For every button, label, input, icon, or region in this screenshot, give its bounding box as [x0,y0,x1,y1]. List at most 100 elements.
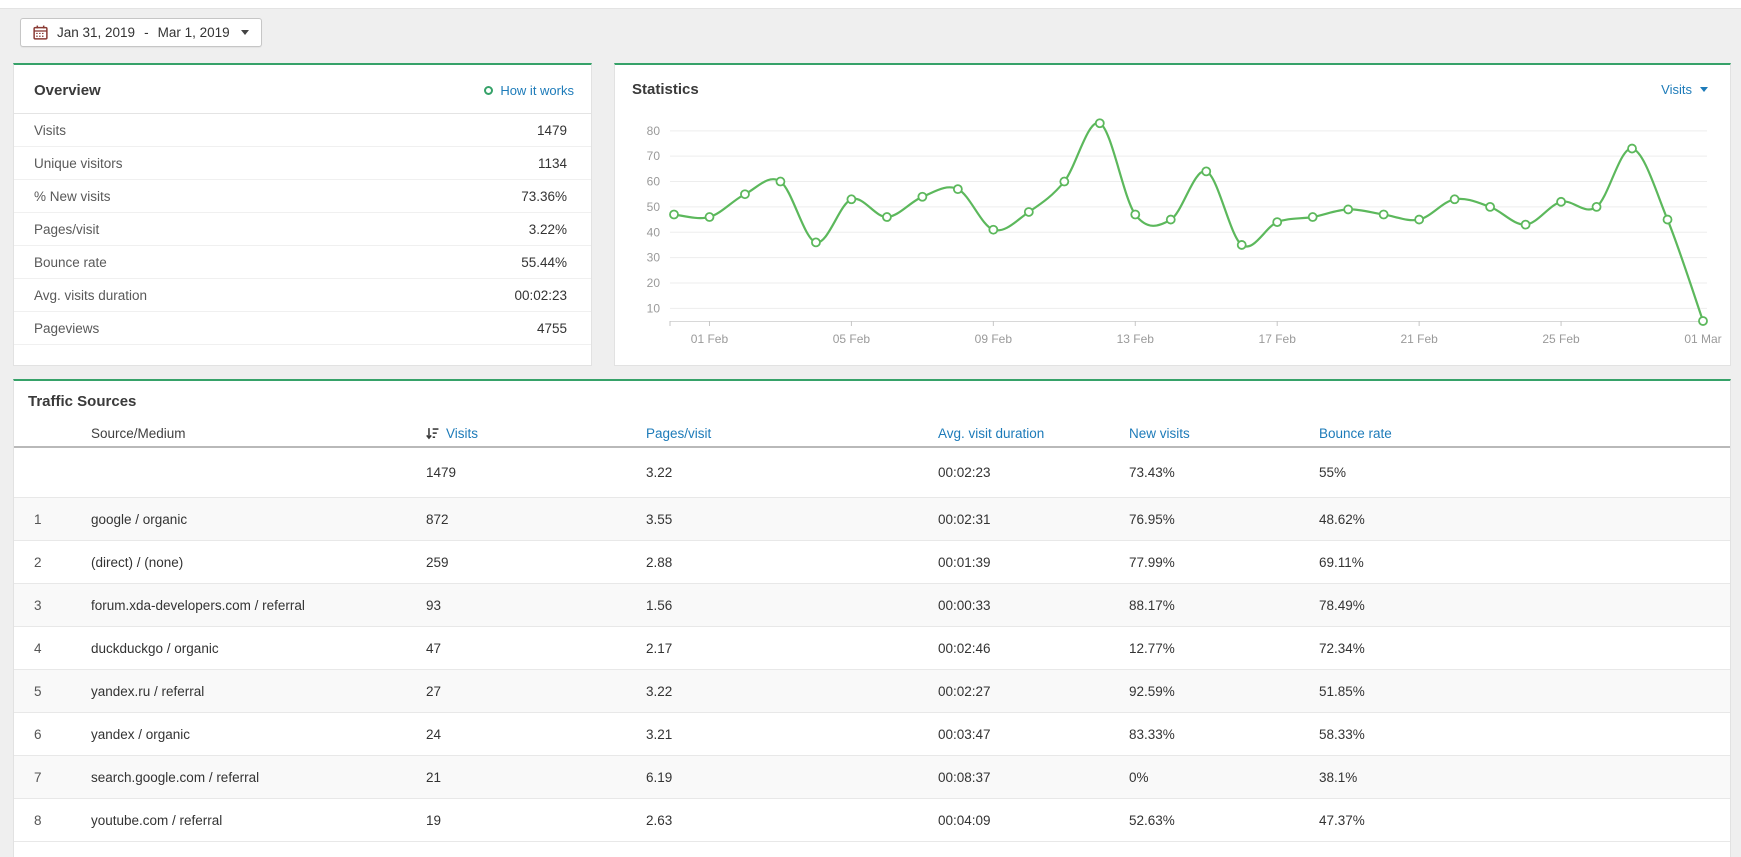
sort-descending-icon [426,427,439,440]
chart-point[interactable] [1699,317,1707,325]
top-panels-row: Overview How it works Visits 1479 Unique v… [0,61,1741,366]
date-range-start: Jan 31, 2019 [57,25,135,40]
chart-point[interactable] [954,185,962,193]
x-axis-tick-label: 13 Feb [1117,332,1155,346]
chart-point[interactable] [1451,195,1459,203]
overview-metric-row: Bounce rate55.44% [14,246,591,279]
overview-metric-list: Visits1479Unique visitors1134% New visit… [14,114,591,345]
cell-source: yandex / organic [91,727,426,742]
cell-bounce-rate: 78.49% [1319,598,1730,613]
chart-point[interactable] [989,226,997,234]
how-it-works-label: How it works [500,83,574,98]
overview-metric-label: % New visits [34,189,111,204]
cell-bounce-rate: 58.33% [1319,727,1730,742]
chart-point[interactable] [1167,216,1175,224]
overview-metric-label: Avg. visits duration [34,288,147,303]
chart-point[interactable] [741,190,749,198]
chart-point[interactable] [1131,211,1139,219]
cell-pages-per-visit: 2.63 [646,813,938,828]
chart-point[interactable] [1628,145,1636,153]
date-range-picker[interactable]: Jan 31, 2019 - Mar 1, 2019 [20,18,262,47]
table-summary-row: 1479 3.22 00:02:23 73.43% 55% [14,448,1730,498]
traffic-source-row: 8youtube.com / referral192.6300:04:0952.… [14,799,1730,842]
chart-point[interactable] [1273,218,1281,226]
cell-visits: 259 [426,555,646,570]
column-header-visits[interactable]: Visits [426,426,646,441]
chart-point[interactable] [812,238,820,246]
chart-point[interactable] [705,213,713,221]
chart-point[interactable] [1238,241,1246,249]
chart-point[interactable] [1486,203,1494,211]
cell-bounce-rate: 69.11% [1319,555,1730,570]
chart-point[interactable] [1344,205,1352,213]
chart-point[interactable] [883,213,891,221]
overview-metric-row: Pageviews4755 [14,312,591,345]
chart-point[interactable] [1060,178,1068,186]
table-header-row: Source/Medium Visits Pages/visit Avg. vi… [14,421,1730,448]
chart-point[interactable] [1522,221,1530,229]
chart-point[interactable] [776,178,784,186]
traffic-source-row: 2(direct) / (none)2592.8800:01:3977.99%6… [14,541,1730,584]
calendar-icon [33,25,48,40]
column-header-bounce-rate[interactable]: Bounce rate [1319,426,1730,441]
chart-point[interactable] [1557,198,1565,206]
overview-metric-row: Unique visitors1134 [14,147,591,180]
y-axis-tick-label: 60 [647,175,661,189]
traffic-sources-title: Traffic Sources [14,381,1730,421]
overview-metric-value: 1134 [538,156,567,171]
overview-metric-value: 1479 [537,123,567,138]
chart-point[interactable] [1309,213,1317,221]
y-axis-tick-label: 70 [647,149,661,163]
x-axis-tick-label: 01 Mar [1684,332,1721,346]
chart-point[interactable] [1664,216,1672,224]
y-axis-tick-label: 40 [647,225,661,239]
table-body: 1google / organic8723.5500:02:3176.95%48… [14,498,1730,842]
overview-metric-label: Pages/visit [34,222,99,237]
cell-rank: 4 [34,641,91,656]
cell-source: search.google.com / referral [91,770,426,785]
top-strip [0,0,1741,9]
chart-point[interactable] [847,195,855,203]
chart-metric-selector[interactable]: Visits [1661,82,1708,97]
overview-header: Overview How it works [14,65,591,114]
cell-pages-per-visit: 2.17 [646,641,938,656]
visits-line-chart: 102030405060708001 Feb05 Feb09 Feb13 Feb… [615,103,1730,361]
cell-visits: 872 [426,512,646,527]
chart-point[interactable] [1593,203,1601,211]
overview-metric-value: 4755 [537,321,567,336]
cell-avg-visit-duration: 00:00:33 [938,598,1129,613]
how-it-works-link[interactable]: How it works [484,83,574,98]
cell-rank: 3 [34,598,91,613]
cell-visits: 27 [426,684,646,699]
summary-avg-visit-duration: 00:02:23 [938,465,1129,480]
traffic-source-row: 7search.google.com / referral216.1900:08… [14,756,1730,799]
cell-visits: 21 [426,770,646,785]
chevron-down-icon [241,30,249,35]
column-header-pages-visit[interactable]: Pages/visit [646,426,938,441]
date-range-end: Mar 1, 2019 [158,25,230,40]
column-header-source-medium[interactable]: Source/Medium [91,426,426,441]
summary-new-visits: 73.43% [1129,465,1319,480]
chart-point[interactable] [1096,119,1104,127]
chart-point[interactable] [1415,216,1423,224]
cell-source: yandex.ru / referral [91,684,426,699]
cell-avg-visit-duration: 00:04:09 [938,813,1129,828]
statistics-title: Statistics [632,81,699,98]
cell-visits: 93 [426,598,646,613]
cell-rank: 8 [34,813,91,828]
traffic-source-row: 6yandex / organic243.2100:03:4783.33%58.… [14,713,1730,756]
overview-metric-value: 3.22% [529,222,567,237]
cell-source: forum.xda-developers.com / referral [91,598,426,613]
column-header-avg-visit-duration[interactable]: Avg. visit duration [938,426,1129,441]
overview-panel: Overview How it works Visits1479Unique v… [13,63,592,366]
x-axis-tick-label: 21 Feb [1400,332,1438,346]
chart-point[interactable] [1380,211,1388,219]
chart-point[interactable] [670,211,678,219]
traffic-source-row: 3forum.xda-developers.com / referral931.… [14,584,1730,627]
column-header-new-visits[interactable]: New visits [1129,426,1319,441]
chart-point[interactable] [1025,208,1033,216]
chart-metric-label: Visits [1661,82,1692,97]
chart-point[interactable] [1202,167,1210,175]
cell-avg-visit-duration: 00:08:37 [938,770,1129,785]
chart-point[interactable] [918,193,926,201]
